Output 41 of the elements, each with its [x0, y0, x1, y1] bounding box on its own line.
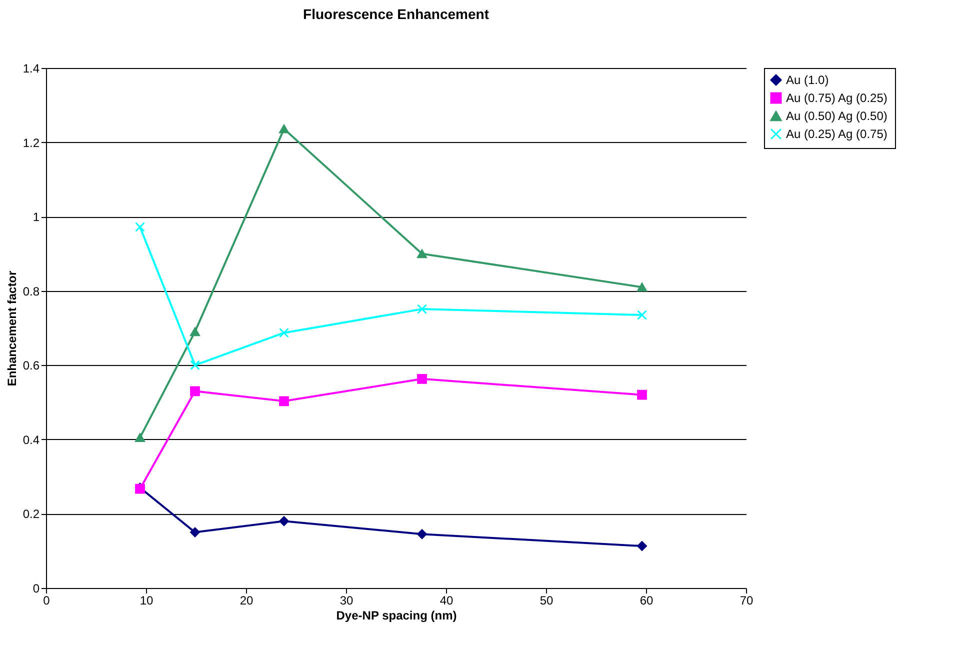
- x-tick-label: 70: [740, 594, 754, 608]
- y-tick-label: 0.4: [22, 432, 40, 447]
- legend-label: Au (0.25) Ag (0.75): [786, 127, 888, 141]
- y-tick-label: 0.6: [22, 358, 40, 373]
- legend-label: Au (1.0): [786, 73, 829, 87]
- point: [637, 541, 647, 551]
- chart-title: Fluorescence Enhancement: [303, 6, 490, 22]
- point: [637, 282, 647, 292]
- point: [637, 390, 647, 400]
- legend-label: Au (0.50) Ag (0.50): [786, 109, 888, 123]
- point: [637, 310, 647, 320]
- point: [135, 222, 145, 232]
- y-tick-label: 1: [32, 210, 40, 224]
- x-tick-label: 30: [340, 594, 354, 608]
- y-tick-label: 0.8: [22, 284, 40, 298]
- point: [190, 386, 200, 396]
- y-tick-label: 1.2: [22, 136, 40, 150]
- point: [190, 327, 200, 336]
- x-tick-label: 0: [43, 594, 50, 608]
- x-tick-label: 40: [440, 594, 454, 608]
- point: [190, 360, 200, 370]
- legend-label: Au (0.75) Ag (0.25): [786, 91, 888, 105]
- y-tick-label: 0.2: [22, 507, 40, 522]
- x-tick-label: 60: [640, 594, 654, 608]
- point: [417, 529, 427, 540]
- point: [417, 249, 427, 258]
- point: [417, 304, 427, 314]
- point: [417, 374, 427, 384]
- point: [279, 124, 289, 134]
- x-tick-label: 10: [140, 594, 154, 608]
- x-axis-title: Dye-NP spacing (nm): [336, 608, 457, 622]
- y-tick-label: 0: [32, 582, 40, 596]
- point: [279, 516, 289, 526]
- x-tick-label: 20: [240, 594, 254, 608]
- y-tick-label: 1.4: [22, 62, 40, 76]
- point: [279, 328, 289, 338]
- x-tick-label: 50: [540, 594, 554, 608]
- point: [279, 396, 289, 406]
- y-axis-title: Enhancement factor: [4, 270, 19, 386]
- point: [135, 433, 145, 442]
- point: [190, 527, 200, 538]
